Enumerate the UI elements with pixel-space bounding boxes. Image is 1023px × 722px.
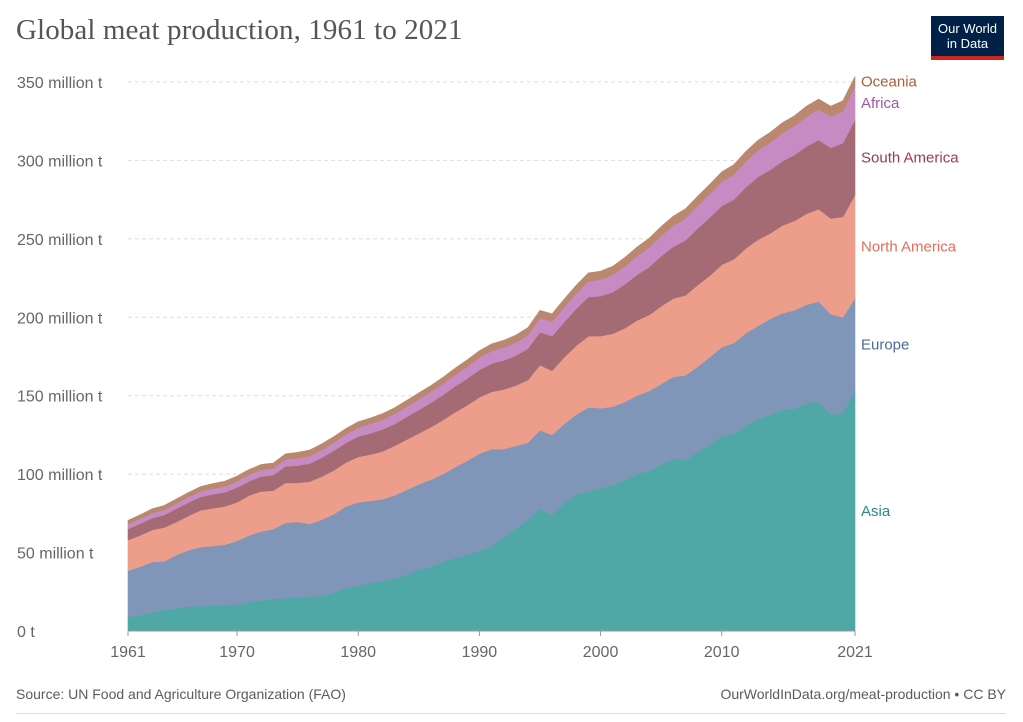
area-series[interactable]: [127, 76, 856, 632]
source-note: Source: UN Food and Agriculture Organiza…: [16, 686, 346, 702]
chart-title: Global meat production, 1961 to 2021: [16, 14, 463, 46]
y-tick-label: 50 million t: [17, 546, 94, 563]
y-tick-label: 150 million t: [17, 389, 103, 406]
series-labels[interactable]: Asia Europe North America South America Afri…: [861, 74, 959, 521]
series-label-south-america[interactable]: South America: [861, 149, 959, 166]
x-tick-label: 1961: [110, 644, 146, 661]
logo-line-1: Our World: [938, 21, 997, 36]
x-tick-label: 2010: [704, 644, 740, 661]
y-tick-label: 250 million t: [17, 232, 103, 249]
x-tick-label: 2000: [583, 644, 619, 661]
x-tick-label: 1980: [340, 644, 376, 661]
y-tick-label: 0 t: [17, 624, 35, 641]
y-tick-label: 200 million t: [17, 310, 103, 327]
y-tick-label: 350 million t: [17, 75, 103, 92]
series-label-asia[interactable]: Asia: [861, 503, 891, 520]
source-url[interactable]: OurWorldInData.org/meat-production • CC …: [720, 686, 1006, 702]
logo-line-2: in Data: [946, 36, 989, 51]
x-tick-label: 2021: [837, 644, 873, 661]
series-label-africa[interactable]: Africa: [861, 95, 900, 112]
series-label-north-america[interactable]: North America: [861, 239, 957, 256]
footer-divider: [16, 713, 1006, 714]
x-tick-label: 1990: [462, 644, 498, 661]
x-tick-label: 1970: [219, 644, 255, 661]
y-tick-label: 300 million t: [17, 153, 103, 170]
x-axis: 1961 1970 1980 1990 2000 2010 2021: [110, 630, 873, 661]
area-oceania[interactable]: [127, 76, 856, 525]
owid-logo[interactable]: Our World in Data: [931, 16, 1004, 60]
series-label-oceania[interactable]: Oceania: [861, 74, 918, 91]
stacked-area-chart: 1961 1970 1980 1990 2000 2010 2021 0 t 50 milli…: [17, 74, 959, 662]
series-label-europe[interactable]: Europe: [861, 337, 909, 354]
y-tick-label: 100 million t: [17, 467, 103, 484]
y-axis: 0 t 50 million t 100 million t 150 million …: [17, 75, 103, 641]
